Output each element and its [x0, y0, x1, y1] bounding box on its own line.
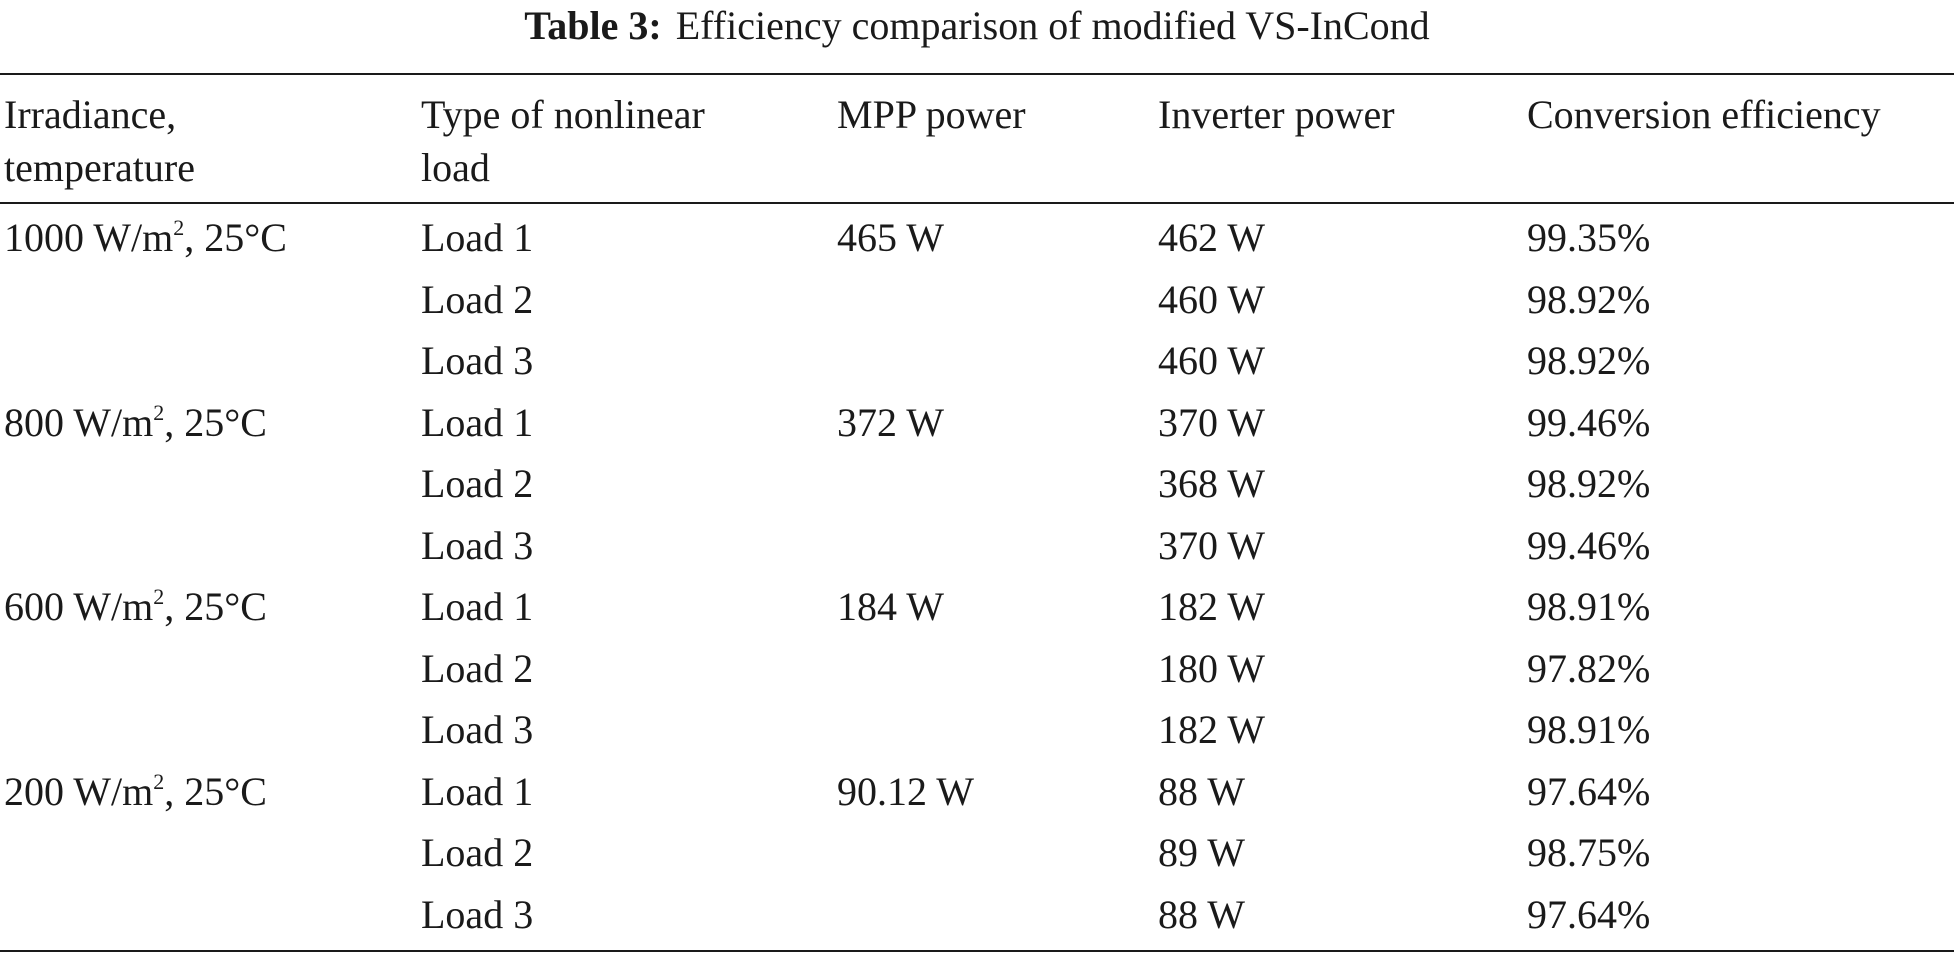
irradiance-value: 800 W/m: [4, 400, 154, 445]
load-type-cell: Load 1: [421, 584, 534, 629]
inverter-power-cell: 370 W: [1158, 400, 1266, 445]
irradiance-exponent: 2: [153, 769, 165, 794]
irradiance-temperature: , 25°C: [164, 584, 267, 629]
conversion-efficiency-cell: 99.46%: [1527, 400, 1651, 445]
header-mpp-power: MPP power: [837, 92, 1026, 137]
irradiance-temperature: , 25°C: [184, 215, 287, 260]
conversion-efficiency-cell: 98.92%: [1527, 277, 1651, 322]
mpp-power-cell: 184 W: [837, 584, 945, 629]
inverter-power-cell: 89 W: [1158, 830, 1246, 875]
conversion-efficiency-cell: 97.64%: [1527, 892, 1651, 937]
conversion-efficiency-cell: 99.46%: [1527, 523, 1651, 568]
irradiance-cell: 800 W/m2, 25°C: [4, 396, 267, 450]
load-type-cell: Load 3: [421, 892, 534, 937]
load-type-cell: Load 1: [421, 215, 534, 260]
irradiance-exponent: 2: [153, 584, 165, 609]
irradiance-value: 1000 W/m: [4, 215, 174, 260]
irradiance-temperature: , 25°C: [164, 769, 267, 814]
irradiance-exponent: 2: [173, 215, 185, 240]
irradiance-value: 200 W/m: [4, 769, 154, 814]
table-caption-text: Efficiency comparison of modified VS-InC…: [675, 3, 1430, 48]
conversion-efficiency-cell: 97.64%: [1527, 769, 1651, 814]
table-caption: Table 3: Efficiency comparison of modifie…: [0, 4, 1954, 48]
load-type-cell: Load 2: [421, 646, 534, 691]
table-bottom-rule: [0, 950, 1954, 952]
table-header-rule: [0, 202, 1954, 204]
load-type-cell: Load 3: [421, 707, 534, 752]
table-caption-label: Table 3:: [524, 3, 662, 48]
mpp-power-cell: 372 W: [837, 400, 945, 445]
conversion-efficiency-cell: 98.91%: [1527, 584, 1651, 629]
conversion-efficiency-cell: 98.92%: [1527, 338, 1651, 383]
conversion-efficiency-cell: 99.35%: [1527, 215, 1651, 260]
load-type-cell: Load 2: [421, 461, 534, 506]
inverter-power-cell: 368 W: [1158, 461, 1266, 506]
irradiance-exponent: 2: [153, 400, 165, 425]
load-type-cell: Load 2: [421, 277, 534, 322]
mpp-power-cell: 90.12 W: [837, 769, 975, 814]
conversion-efficiency-cell: 97.82%: [1527, 646, 1651, 691]
inverter-power-cell: 180 W: [1158, 646, 1266, 691]
irradiance-value: 600 W/m: [4, 584, 154, 629]
mpp-power-cell: 465 W: [837, 215, 945, 260]
inverter-power-cell: 460 W: [1158, 338, 1266, 383]
header-conversion-efficiency: Conversion efficiency: [1527, 92, 1881, 137]
inverter-power-cell: 182 W: [1158, 707, 1266, 752]
load-type-cell: Load 1: [421, 769, 534, 814]
load-type-cell: Load 3: [421, 523, 534, 568]
table-top-rule: [0, 73, 1954, 75]
conversion-efficiency-cell: 98.91%: [1527, 707, 1651, 752]
irradiance-cell: 200 W/m2, 25°C: [4, 765, 267, 819]
irradiance-temperature: , 25°C: [164, 400, 267, 445]
inverter-power-cell: 460 W: [1158, 277, 1266, 322]
inverter-power-cell: 182 W: [1158, 584, 1266, 629]
inverter-power-cell: 462 W: [1158, 215, 1266, 260]
irradiance-cell: 1000 W/m2, 25°C: [4, 211, 287, 265]
load-type-cell: Load 2: [421, 830, 534, 875]
irradiance-cell: 600 W/m2, 25°C: [4, 580, 267, 634]
inverter-power-cell: 370 W: [1158, 523, 1266, 568]
header-inverter-power: Inverter power: [1158, 92, 1395, 137]
inverter-power-cell: 88 W: [1158, 769, 1246, 814]
header-irradiance: Irradiance, temperature: [4, 92, 195, 190]
conversion-efficiency-cell: 98.92%: [1527, 461, 1651, 506]
header-load-type: Type of nonlinear load: [421, 92, 705, 190]
load-type-cell: Load 3: [421, 338, 534, 383]
load-type-cell: Load 1: [421, 400, 534, 445]
inverter-power-cell: 88 W: [1158, 892, 1246, 937]
conversion-efficiency-cell: 98.75%: [1527, 830, 1651, 875]
